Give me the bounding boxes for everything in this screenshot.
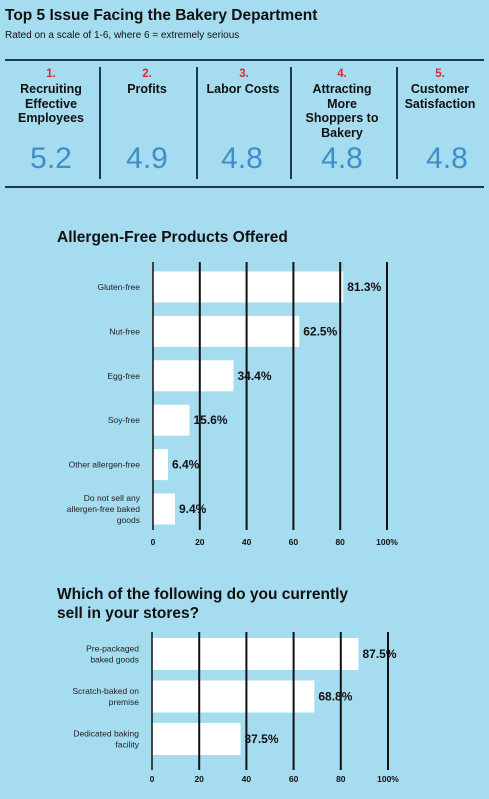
bar	[153, 449, 168, 481]
issue-rank: 5.	[435, 68, 445, 80]
issue-score: 5.2	[30, 142, 72, 175]
issue-rank: 3.	[239, 68, 249, 80]
data-label: 87.5%	[363, 647, 397, 661]
bar	[153, 404, 190, 436]
sell-chart-title: Which of the following do you currently …	[57, 586, 349, 622]
issue-rank: 2.	[142, 68, 152, 80]
category-label: Soy-free	[108, 415, 140, 425]
data-label: 81.3%	[347, 280, 381, 294]
data-label: 15.6%	[194, 413, 228, 427]
tick-label: 0	[150, 774, 155, 784]
column-divider	[99, 67, 101, 179]
issue-label: Recruiting Effective Employees	[17, 82, 84, 125]
data-label: 9.4%	[179, 502, 207, 516]
data-label: 6.4%	[172, 458, 200, 472]
issue-score: 4.8	[321, 142, 363, 175]
issue-score: 4.8	[221, 142, 263, 175]
tick-label: 20	[195, 537, 205, 547]
bar	[153, 271, 344, 303]
tick-label: 100%	[377, 774, 399, 784]
bar	[152, 723, 241, 755]
issue-rank: 1.	[46, 68, 56, 80]
issue-rank: 4.	[337, 68, 347, 80]
issue-label: Profits	[127, 82, 167, 96]
bar	[152, 680, 315, 713]
tick-label: 0	[151, 537, 156, 547]
issue-score: 4.9	[126, 142, 168, 175]
allergen-chart-title: Allergen-Free Products Offered	[57, 229, 288, 246]
top-rule	[5, 59, 484, 61]
bar	[153, 493, 175, 525]
page-subtitle: Rated on a scale of 1-6, where 6 = extre…	[5, 30, 240, 41]
issue-label: Attracting More Shoppers to Bakery	[305, 82, 379, 140]
bar	[153, 360, 234, 392]
data-label: 37.5%	[245, 732, 279, 746]
category-label: Pre-packaged baked goods	[86, 644, 139, 665]
tick-label: 80	[335, 537, 345, 547]
category-label: Scratch-baked on premise	[72, 686, 139, 707]
category-label: Nut-free	[109, 326, 140, 336]
tick-label: 80	[336, 774, 346, 784]
tick-label: 60	[289, 537, 299, 547]
category-label: Dedicated baking facility	[73, 729, 139, 750]
column-divider	[396, 67, 398, 179]
category-label: Do not sell any allergen-free baked goods	[67, 493, 141, 525]
tick-label: 40	[242, 774, 252, 784]
data-label: 34.4%	[237, 369, 271, 383]
tick-label: 20	[194, 774, 204, 784]
tick-label: 100%	[376, 537, 398, 547]
issue-score: 4.8	[426, 142, 468, 175]
issue-label: Customer Satisfaction	[404, 82, 476, 111]
page-title: Top 5 Issue Facing the Bakery Department	[5, 7, 318, 24]
tick-label: 60	[289, 774, 299, 784]
bar	[152, 638, 359, 670]
tick-label: 40	[242, 537, 252, 547]
bar	[153, 315, 300, 347]
column-divider	[290, 67, 292, 179]
data-label: 68.8%	[318, 690, 352, 704]
issue-label: Labor Costs	[206, 82, 280, 96]
column-divider	[196, 67, 198, 179]
category-label: Other allergen-free	[69, 460, 141, 470]
category-label: Egg-free	[107, 371, 140, 381]
bottom-rule	[5, 186, 484, 188]
category-label: Gluten-free	[97, 282, 140, 292]
data-label: 62.5%	[303, 324, 337, 338]
